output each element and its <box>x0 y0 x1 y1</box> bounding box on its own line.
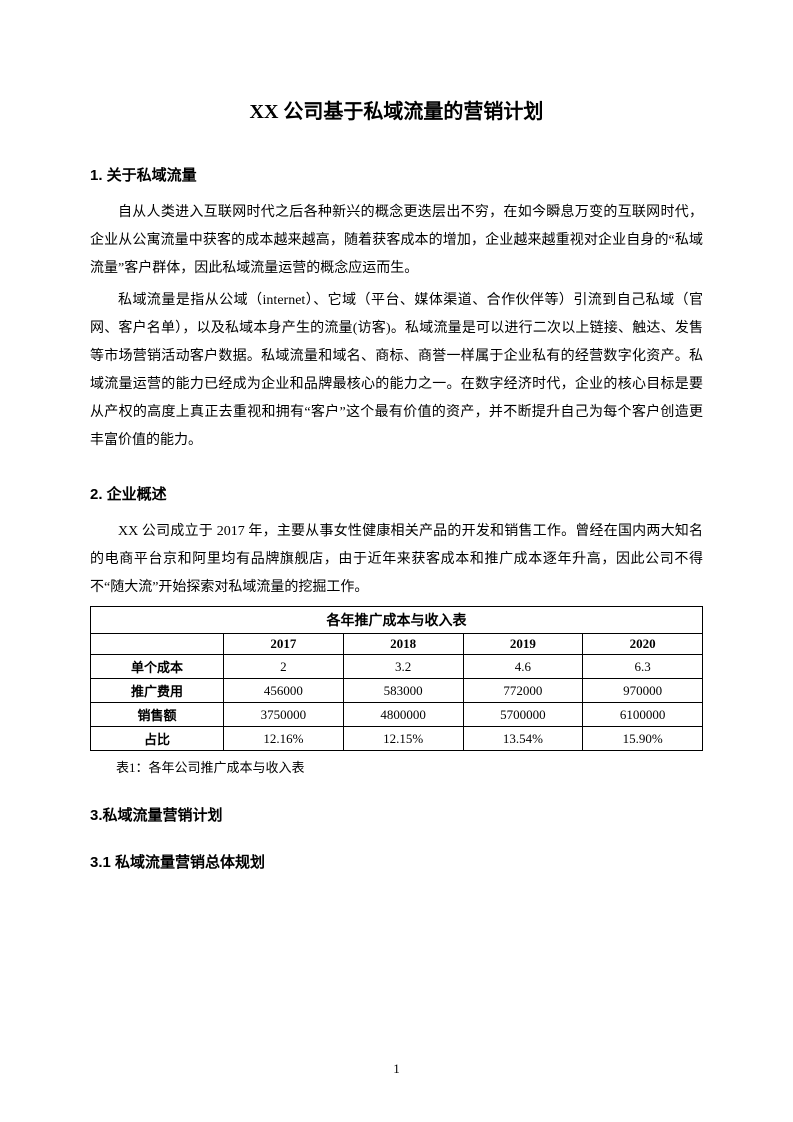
row-label-unit-cost: 单个成本 <box>91 655 224 679</box>
table-cell: 12.16% <box>224 727 344 751</box>
section-1-heading: 1. 关于私域流量 <box>90 164 703 185</box>
table-cell: 6.3 <box>583 655 703 679</box>
table-header-2020: 2020 <box>583 634 703 655</box>
row-label-promo-cost: 推广费用 <box>91 679 224 703</box>
table-cell: 970000 <box>583 679 703 703</box>
table-header-2019: 2019 <box>463 634 583 655</box>
row-label-ratio: 占比 <box>91 727 224 751</box>
table-cell: 13.54% <box>463 727 583 751</box>
table-header-blank <box>91 634 224 655</box>
table-row: 占比 12.16% 12.15% 13.54% 15.90% <box>91 727 703 751</box>
section-2-heading: 2. 企业概述 <box>90 483 703 504</box>
section-3-heading: 3.私域流量营销计划 <box>90 804 703 825</box>
table-cell: 772000 <box>463 679 583 703</box>
page-number: 1 <box>0 1061 793 1077</box>
table-caption: 表1：各年公司推广成本与收入表 <box>90 757 703 776</box>
table-cell: 5700000 <box>463 703 583 727</box>
cost-revenue-table: 各年推广成本与收入表 2017 2018 2019 2020 单个成本 2 3.… <box>90 606 703 751</box>
cost-revenue-table-wrapper: 各年推广成本与收入表 2017 2018 2019 2020 单个成本 2 3.… <box>90 606 703 776</box>
table-header-2018: 2018 <box>343 634 463 655</box>
table-cell: 12.15% <box>343 727 463 751</box>
table-cell: 4.6 <box>463 655 583 679</box>
table-cell: 4800000 <box>343 703 463 727</box>
row-label-sales: 销售额 <box>91 703 224 727</box>
table-row: 单个成本 2 3.2 4.6 6.3 <box>91 655 703 679</box>
section-2-paragraph-1: XX 公司成立于 2017 年，主要从事女性健康相关产品的开发和销售工作。曾经在… <box>90 518 703 602</box>
document-title: XX 公司基于私域流量的营销计划 <box>90 95 703 124</box>
table-header-2017: 2017 <box>224 634 344 655</box>
table-row: 推广费用 456000 583000 772000 970000 <box>91 679 703 703</box>
table-cell: 15.90% <box>583 727 703 751</box>
table-cell: 3750000 <box>224 703 344 727</box>
table-row: 销售额 3750000 4800000 5700000 6100000 <box>91 703 703 727</box>
table-cell: 2 <box>224 655 344 679</box>
table-header-row: 2017 2018 2019 2020 <box>91 634 703 655</box>
section-3-1-heading: 3.1 私域流量营销总体规划 <box>90 851 703 872</box>
table-cell: 583000 <box>343 679 463 703</box>
section-1-paragraph-2: 私域流量是指从公域（internet）、它域（平台、媒体渠道、合作伙伴等）引流到… <box>90 287 703 455</box>
table-cell: 456000 <box>224 679 344 703</box>
section-1-paragraph-1: 自从人类进入互联网时代之后各种新兴的概念更迭层出不穷，在如今瞬息万变的互联网时代… <box>90 199 703 283</box>
table-title: 各年推广成本与收入表 <box>91 607 703 634</box>
table-cell: 6100000 <box>583 703 703 727</box>
table-cell: 3.2 <box>343 655 463 679</box>
